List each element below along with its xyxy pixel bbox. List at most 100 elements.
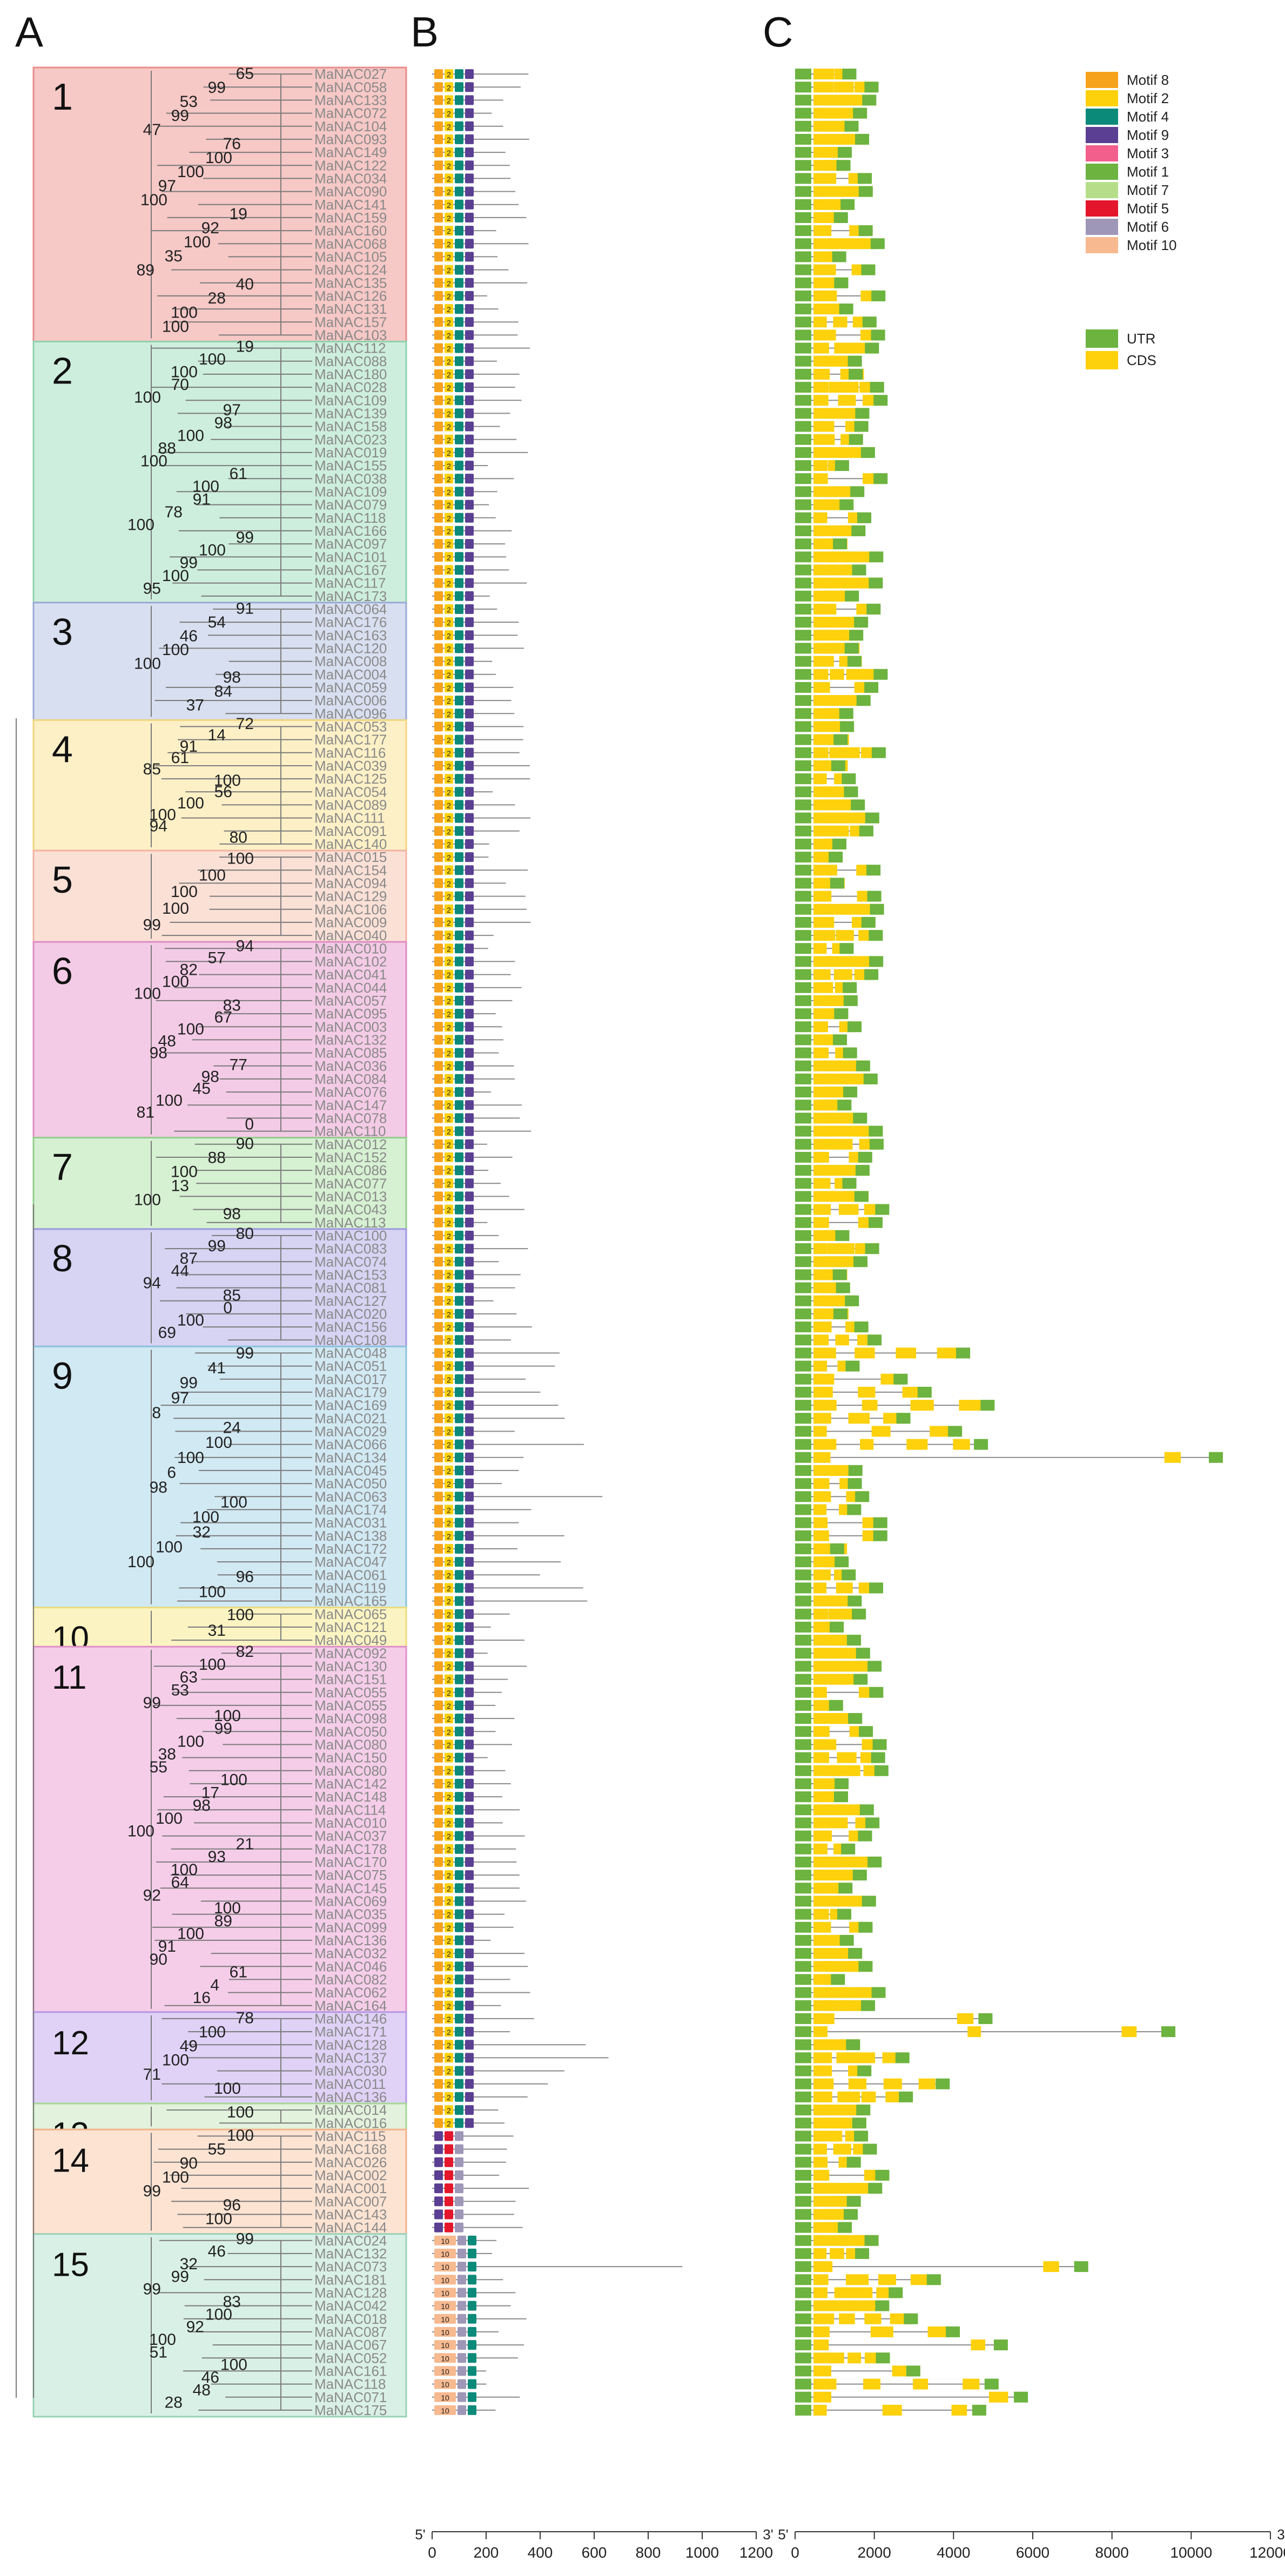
motif-box-5 bbox=[445, 2170, 453, 2180]
gene-label: MaNAC030 bbox=[314, 2063, 387, 2079]
motif-box-2 bbox=[445, 408, 453, 419]
utr-block bbox=[837, 1100, 852, 1111]
utr-block bbox=[847, 1635, 862, 1646]
utr-block bbox=[795, 1230, 811, 1241]
motif-box-2 bbox=[445, 1622, 453, 1632]
motif-box-4 bbox=[455, 95, 463, 105]
utr-block bbox=[893, 1373, 908, 1385]
motif-box-4 bbox=[455, 2118, 463, 2128]
motif-number: 2 bbox=[447, 188, 451, 197]
motif-box-9 bbox=[465, 1492, 474, 1502]
bootstrap-value: 100 bbox=[205, 2210, 232, 2228]
gene-label: MaNAC008 bbox=[314, 653, 387, 670]
utr-block bbox=[795, 1047, 811, 1058]
cds-block bbox=[927, 2326, 951, 2337]
utr-block bbox=[795, 2391, 811, 2403]
bootstrap-value: 77 bbox=[230, 1056, 247, 1074]
motif-number: 2 bbox=[447, 1884, 451, 1893]
motif-box-4 bbox=[468, 2314, 476, 2324]
motif-box-9 bbox=[465, 852, 474, 862]
motif-number: 2 bbox=[447, 749, 451, 758]
motif-box-4 bbox=[455, 1217, 463, 1228]
axis-b-tick-label: 800 bbox=[636, 2544, 661, 2561]
utr-block bbox=[833, 1308, 847, 1319]
legend-swatch bbox=[1086, 182, 1118, 198]
motif-box-6 bbox=[455, 2222, 463, 2233]
utr-block bbox=[846, 2156, 861, 2168]
bootstrap-value: 99 bbox=[171, 2268, 189, 2285]
cds-block bbox=[834, 1817, 848, 1829]
motif-number: 2 bbox=[447, 801, 451, 810]
motif-box-9 bbox=[465, 108, 474, 118]
cds-block bbox=[813, 2313, 835, 2324]
gene-label: MaNAC156 bbox=[314, 1319, 387, 1335]
motif-box-2 bbox=[445, 943, 453, 954]
motif-number: 2 bbox=[447, 1154, 451, 1162]
motif-box-8 bbox=[434, 1844, 443, 1854]
motif-box-9 bbox=[465, 930, 474, 941]
motif-box-9 bbox=[465, 291, 474, 301]
cds-block bbox=[813, 1987, 832, 1998]
motif-box-2 bbox=[445, 630, 453, 640]
cds-block bbox=[813, 773, 827, 785]
motif-box-2 bbox=[445, 1792, 453, 1802]
motif-box-10 bbox=[434, 2366, 456, 2376]
gene-label: MaNAC126 bbox=[314, 288, 387, 304]
utr-block bbox=[795, 1125, 811, 1137]
utr-block bbox=[851, 799, 865, 811]
motif-box-4 bbox=[468, 2392, 476, 2402]
motif-box-8 bbox=[434, 1374, 443, 1384]
bootstrap-value: 84 bbox=[214, 683, 232, 700]
utr-block bbox=[795, 2000, 811, 2011]
motif-box-2 bbox=[445, 1974, 453, 1985]
utr-block bbox=[868, 1217, 883, 1228]
gene-label: MaNAC122 bbox=[314, 157, 387, 173]
motif-number: 2 bbox=[447, 1623, 451, 1632]
motif-number: 2 bbox=[447, 1858, 451, 1867]
cds-block bbox=[813, 460, 828, 471]
motif-box-2 bbox=[445, 500, 453, 510]
motif-number: 2 bbox=[447, 644, 451, 653]
utr-block bbox=[795, 512, 811, 523]
cds-block bbox=[813, 2274, 829, 2285]
utr-block bbox=[795, 2326, 811, 2337]
motif-box-8 bbox=[434, 552, 443, 562]
motif-box-9 bbox=[465, 1609, 474, 1619]
motif-box-6 bbox=[458, 2288, 466, 2298]
bootstrap-value: 31 bbox=[208, 1622, 226, 1640]
motif-number: 2 bbox=[447, 997, 451, 1006]
motif-box-9 bbox=[434, 2183, 443, 2194]
gene-label: MaNAC090 bbox=[314, 184, 387, 200]
motif-box-9 bbox=[465, 265, 474, 275]
gene-label: MaNAC020 bbox=[314, 1306, 387, 1322]
bootstrap-value: 45 bbox=[193, 1080, 211, 1097]
motif-box-8 bbox=[434, 1283, 443, 1293]
motif-box-8 bbox=[434, 2066, 443, 2076]
gene-label: MaNAC155 bbox=[314, 457, 387, 474]
utr-block bbox=[795, 1191, 811, 1202]
motif-box-9 bbox=[465, 539, 474, 549]
utr-block bbox=[848, 1465, 863, 1476]
motif-number: 2 bbox=[447, 1271, 451, 1279]
motif-box-8 bbox=[434, 1570, 443, 1580]
bootstrap-value: 90 bbox=[236, 1135, 254, 1152]
utr-block bbox=[795, 1883, 811, 1894]
cds-block bbox=[813, 630, 829, 641]
utr-block bbox=[795, 1856, 811, 1867]
legend-swatch bbox=[1086, 90, 1118, 106]
motif-box-8 bbox=[434, 1543, 443, 1554]
motif-box-4 bbox=[455, 852, 463, 862]
gene-label: MaNAC111 bbox=[314, 810, 385, 826]
motif-number: 2 bbox=[447, 1806, 451, 1815]
cds-block bbox=[859, 2052, 876, 2064]
motif-box-8 bbox=[434, 265, 443, 275]
cds-block bbox=[813, 2365, 831, 2377]
motif-box-9 bbox=[434, 2196, 443, 2207]
motif-box-9 bbox=[465, 1348, 474, 1358]
motif-box-4 bbox=[455, 1922, 463, 1932]
motif-box-4 bbox=[455, 1100, 463, 1110]
motif-box-9 bbox=[465, 1035, 474, 1045]
motif-box-8 bbox=[434, 578, 443, 588]
bootstrap-value: 100 bbox=[205, 1434, 232, 1452]
